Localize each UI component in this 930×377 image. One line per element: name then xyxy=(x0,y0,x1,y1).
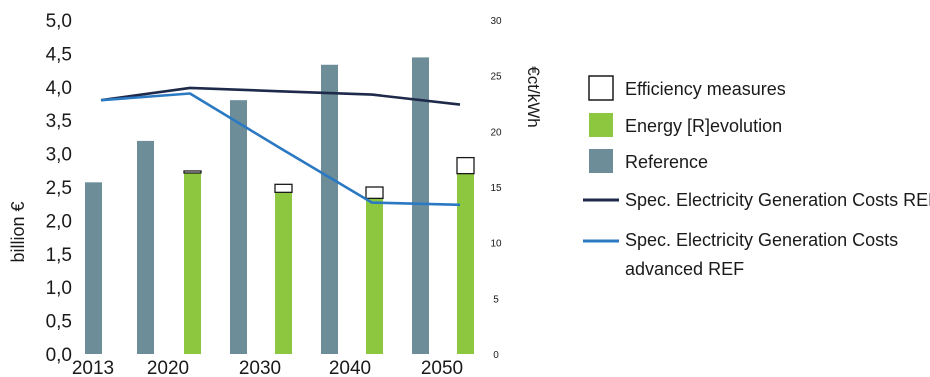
left-tick-label: 3,5 xyxy=(46,111,72,132)
x-tick-label: 2050 xyxy=(421,358,463,377)
left-tick-label: 4,0 xyxy=(46,78,72,99)
x-tick-label: 2040 xyxy=(329,358,371,377)
legend-ref-line-label: Spec. Electricity Generation Costs REF xyxy=(625,190,930,210)
right-axis-title: €ct/kWh xyxy=(524,66,543,127)
right-tick-label: 0 xyxy=(493,350,499,361)
left-tick-label: 2,5 xyxy=(46,178,72,199)
x-tick-label: 2020 xyxy=(147,358,189,377)
legend-efficiency-swatch xyxy=(588,75,614,101)
energy-revolution-bar xyxy=(457,173,474,354)
left-tick-label: 1,5 xyxy=(46,245,72,266)
left-tick-label: 3,0 xyxy=(46,145,72,166)
energy-revolution-bar xyxy=(275,192,292,354)
energy-revolution-bar xyxy=(366,198,383,354)
left-axis: 0,0 0,5 1,0 1,5 2,0 2,5 3,0 3,5 4,0 4,5 5,0 xyxy=(46,11,72,366)
energy-revolution-bar xyxy=(184,172,201,354)
reference-bar xyxy=(85,182,102,354)
bars xyxy=(85,57,475,355)
left-tick-label: 5,0 xyxy=(46,11,72,32)
legend-energy-revolution-label: Energy [R]evolution xyxy=(625,116,782,136)
left-tick-label: 1,0 xyxy=(46,278,72,299)
legend-advanced-line-label-1: Spec. Electricity Generation Costs xyxy=(625,230,898,250)
efficiency-measures-bar xyxy=(456,156,475,175)
right-tick-label: 15 xyxy=(490,183,502,194)
reference-bar xyxy=(412,57,429,355)
reference-bar xyxy=(137,140,154,354)
efficiency-measures-bar xyxy=(183,170,202,174)
ref-cost-line xyxy=(100,86,461,106)
legend-efficiency-label: Efficiency measures xyxy=(625,79,786,99)
x-axis: 2013 2020 2030 2040 2050 xyxy=(72,358,463,377)
right-tick-label: 30 xyxy=(490,16,502,27)
legend-energy-revolution-swatch xyxy=(589,113,613,137)
reference-bar xyxy=(230,100,247,354)
efficiency-measures-bar xyxy=(365,186,384,200)
legend-advanced-line-label-2: advanced REF xyxy=(625,259,744,279)
advanced-ref-cost-line xyxy=(100,92,461,207)
legend-reference-swatch xyxy=(589,149,613,173)
x-tick-label: 2030 xyxy=(239,358,281,377)
right-tick-label: 20 xyxy=(490,127,502,138)
lines xyxy=(100,86,461,207)
left-tick-label: 0,5 xyxy=(46,312,72,333)
reference-bar xyxy=(321,64,338,355)
right-tick-label: 5 xyxy=(493,294,499,305)
left-tick-label: 0,0 xyxy=(46,345,72,366)
x-tick-label: 2013 xyxy=(72,358,114,377)
right-tick-label: 10 xyxy=(490,239,502,250)
efficiency-measures-bar xyxy=(274,183,293,193)
legend-reference-label: Reference xyxy=(625,152,708,172)
right-tick-label: 25 xyxy=(490,72,502,83)
left-tick-label: 2,0 xyxy=(46,211,72,232)
left-axis-title: billion € xyxy=(8,201,28,262)
left-tick-label: 4,5 xyxy=(46,44,72,65)
right-axis: 0 5 10 15 20 25 30 xyxy=(490,16,502,361)
legend: Efficiency measures Energy [R]evolution … xyxy=(583,75,930,279)
